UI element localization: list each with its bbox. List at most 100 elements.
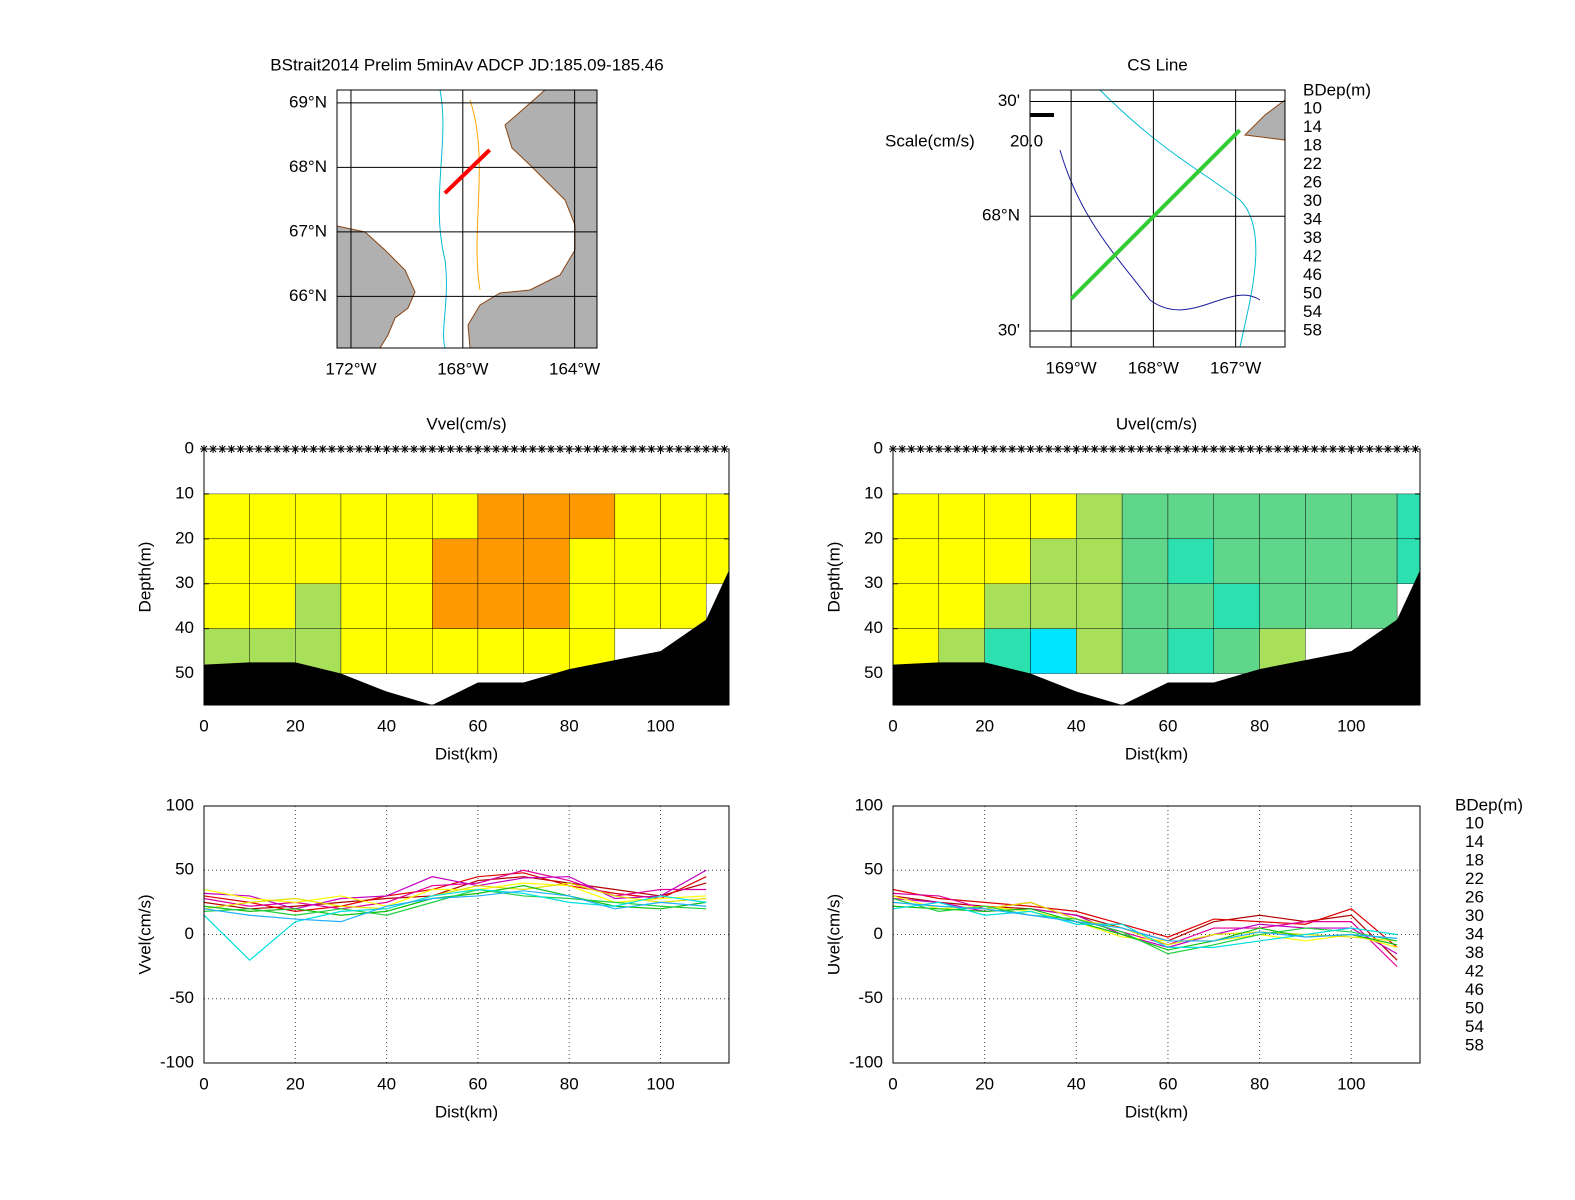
contour-cell: [340, 583, 387, 629]
contour-cell: [295, 538, 342, 584]
axes-box: [1029, 89, 1286, 348]
y-tick-label: 0: [185, 924, 194, 943]
contour-cell: [569, 538, 616, 584]
x-axis-label: Dist(km): [1125, 1102, 1188, 1121]
contour-cell: [432, 583, 479, 629]
chart-title: BStrait2014 Prelim 5minAv ADCP JD:185.09…: [270, 55, 663, 74]
series-line: [892, 901, 1398, 948]
x-tick-label: 60: [468, 1074, 487, 1093]
contour-cell: [1396, 538, 1421, 584]
legend-entry: 46: [1465, 980, 1484, 999]
chart-title: CS Line: [1127, 55, 1187, 74]
x-tick-label: 169°W: [1046, 358, 1097, 377]
series-line: [892, 901, 1398, 942]
contour-cell: [386, 493, 433, 540]
x-tick-label: 168°W: [437, 359, 488, 378]
y-axis-label: Uvel(cm/s): [824, 894, 843, 975]
contour-cell: [614, 583, 661, 629]
x-tick-label: 100: [1337, 716, 1365, 735]
legend-entry: 18: [1303, 135, 1322, 154]
legend-entry: 42: [1303, 246, 1322, 265]
x-tick-label: 40: [1067, 1074, 1086, 1093]
series-line: [892, 897, 1398, 955]
contour-cell: [203, 538, 250, 584]
legend-entry: 58: [1303, 320, 1322, 339]
x-tick-label: 167°W: [1210, 358, 1261, 377]
contour-cell: [1121, 583, 1169, 629]
contour-cell: [295, 583, 342, 629]
contour-cell: [892, 538, 940, 584]
x-tick-label: 80: [1250, 716, 1269, 735]
legend-entry: 14: [1465, 832, 1484, 851]
contour-cell: [984, 493, 1031, 540]
series-line: [203, 882, 707, 907]
contour-cell: [1030, 628, 1077, 674]
contour-cell: [340, 538, 387, 584]
y-tick-label: 0: [874, 924, 883, 943]
x-tick-label: 40: [377, 1074, 396, 1093]
x-tick-label: 40: [377, 716, 396, 735]
contour-cell: [1167, 538, 1214, 584]
seafloor: [893, 570, 1420, 705]
legend-entry: 54: [1465, 1017, 1484, 1036]
contour-cell: [203, 583, 250, 629]
contour-cell: [249, 538, 296, 584]
isobath: [1059, 149, 1261, 311]
contour-cell: [1351, 583, 1398, 629]
contour-cell: [477, 538, 524, 584]
contour-cell: [1259, 538, 1306, 584]
isobath: [1099, 89, 1257, 348]
y-tick-label: 100: [855, 795, 883, 814]
x-axis-label: Dist(km): [435, 744, 498, 763]
contour-cell: [1076, 493, 1123, 540]
series-line: [203, 882, 707, 910]
x-tick-label: 40: [1067, 716, 1086, 735]
y-tick-label: 67°N: [289, 221, 327, 240]
contour-cell: [523, 493, 570, 540]
y-tick-label: 10: [864, 483, 883, 502]
ship-track: [1069, 128, 1242, 301]
legend-entry: 50: [1465, 998, 1484, 1017]
contour-cell: [1396, 493, 1421, 540]
axes-box: [892, 805, 1421, 1064]
y-tick-label: 100: [166, 795, 194, 814]
contour-cell: [1121, 538, 1169, 584]
contour-cell: [614, 493, 661, 540]
contour-cell: [432, 628, 479, 674]
contour-cell: [1305, 538, 1352, 584]
contour-cell: [1351, 538, 1398, 584]
x-tick-label: 164°W: [549, 359, 600, 378]
x-tick-label: 80: [1250, 1074, 1269, 1093]
contour-cell: [1351, 493, 1398, 540]
contour-cell: [892, 493, 940, 540]
x-tick-label: 100: [1337, 1074, 1365, 1093]
contour-cell: [614, 538, 661, 584]
contour-cell: [523, 583, 570, 629]
contour-cell: [477, 493, 524, 540]
contour-cell: [1259, 493, 1306, 540]
y-axis-label: Depth(m): [135, 542, 154, 613]
series-line: [892, 897, 1398, 955]
contour-cell: [1076, 538, 1123, 584]
legend-entry: 10: [1465, 813, 1484, 832]
contour-cell: [1213, 628, 1260, 674]
contour-cell: [386, 628, 433, 674]
contour-cell: [249, 583, 296, 629]
contour-cell: [386, 538, 433, 584]
x-tick-label: 172°W: [325, 359, 376, 378]
y-tick-label: 0: [874, 438, 883, 457]
contour-cell: [1030, 538, 1077, 584]
series-line: [203, 888, 707, 962]
seafloor: [204, 570, 729, 705]
legend-entry: 22: [1465, 869, 1484, 888]
y-tick-label: 68°N: [982, 206, 1020, 225]
x-tick-label: 0: [888, 716, 897, 735]
contour-cell: [938, 583, 985, 629]
legend-entry: 30: [1303, 191, 1322, 210]
contour-cell: [295, 493, 342, 540]
series-line: [203, 869, 707, 910]
y-tick-label: 30: [175, 573, 194, 592]
y-tick-label: 50: [864, 860, 883, 879]
